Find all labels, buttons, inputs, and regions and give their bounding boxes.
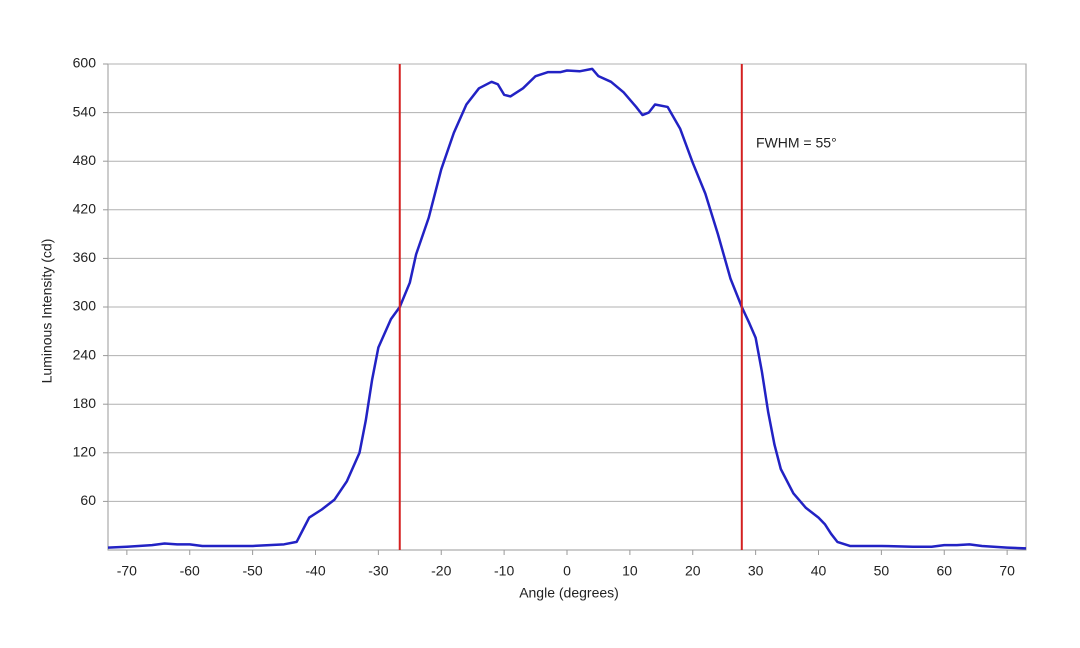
x-tick-label: -10 <box>494 563 514 579</box>
x-tick-label: -30 <box>368 563 388 579</box>
x-tick-label: -50 <box>242 563 262 579</box>
x-tick-label: 50 <box>874 563 890 579</box>
y-tick-label: 480 <box>73 152 97 168</box>
x-tick-label: 40 <box>811 563 827 579</box>
x-tick-label: -70 <box>117 563 137 579</box>
y-tick-label: 180 <box>73 395 97 411</box>
y-tick-label: 60 <box>80 492 96 508</box>
y-tick-label: 600 <box>73 55 97 71</box>
x-tick-label: -40 <box>305 563 325 579</box>
y-tick-label: 420 <box>73 201 97 217</box>
y-tick-label: 300 <box>73 298 97 314</box>
x-tick-label: 70 <box>999 563 1015 579</box>
x-tick-label: 0 <box>563 563 571 579</box>
y-tick-label: 120 <box>73 444 97 460</box>
y-tick-label: 240 <box>73 346 97 362</box>
intensity-line <box>107 67 1027 550</box>
x-tick-label: -60 <box>180 563 200 579</box>
x-axis-label: Angle (degrees) <box>519 585 619 601</box>
x-tick-label: 60 <box>936 563 952 579</box>
y-axis-label: Luminous Intensity (cd) <box>39 239 55 384</box>
annotation: FWHM = 55° <box>756 135 837 151</box>
y-tick-label: 360 <box>73 249 97 265</box>
y-tick-label: 540 <box>73 103 97 119</box>
x-tick-label: 30 <box>748 563 764 579</box>
x-tick-label: -20 <box>431 563 451 579</box>
x-tick-label: 10 <box>622 563 638 579</box>
x-tick-label: 20 <box>685 563 701 579</box>
